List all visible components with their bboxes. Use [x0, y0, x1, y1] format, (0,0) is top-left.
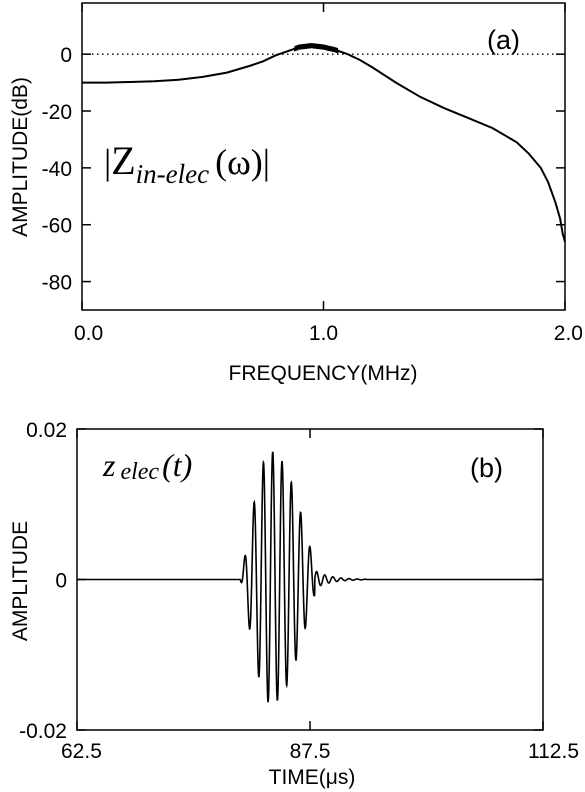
- annotation-main: z: [102, 447, 116, 483]
- y-tick-label: 0: [60, 44, 72, 67]
- y-tick-label: 0: [55, 570, 67, 593]
- pulse-waveform: [77, 451, 543, 703]
- x-tick-label: 0.0: [74, 322, 103, 345]
- x-tick-label: 87.5: [290, 740, 331, 763]
- panel-a: 0-20-40-60-800.0 1.0 2.0 (a) |Zin-elec (ω)|…: [9, 2, 583, 385]
- x-tick-label: 112.5: [528, 740, 579, 763]
- y-tick-label: -40: [42, 158, 72, 181]
- panel-a-ylabel: AMPLITUDE(dB): [9, 77, 32, 237]
- impedance-curve-ripple: [293, 43, 339, 54]
- panel-a-ticks: [81, 3, 566, 310]
- annotation-argument: (ω): [215, 142, 263, 182]
- x-tick-label: 2.0: [554, 322, 583, 345]
- y-tick-label: -80: [42, 272, 72, 295]
- y-tick-label: -0.02: [19, 720, 67, 743]
- y-tick-label: -20: [42, 101, 72, 124]
- panel-b-ylabel: AMPLITUDE: [9, 521, 32, 641]
- x-tick-label: 1.0: [309, 322, 338, 345]
- annotation-subscript: in-elec: [136, 159, 209, 189]
- impedance-annotation: |Zin-elec (ω)|: [104, 138, 270, 189]
- annotation-main: Z: [111, 138, 135, 183]
- x-tick-label: 62.5: [61, 740, 102, 763]
- y-tick-label: 0.02: [26, 419, 67, 442]
- annotation-subscript: elec: [120, 459, 159, 485]
- pulse-annotation: z elec(t): [102, 447, 192, 485]
- annotation-bar-left: |: [104, 142, 111, 182]
- annotation-bar-right: |: [263, 142, 270, 182]
- y-tick-label: -60: [42, 215, 72, 238]
- panel-a-xlabel: FREQUENCY(MHz): [229, 362, 418, 385]
- annotation-argument: (t): [162, 447, 192, 483]
- panel-a-label: (a): [487, 25, 520, 55]
- panel-b-xlabel: TIME(μs): [269, 766, 356, 789]
- impedance-curve: [82, 44, 566, 243]
- panel-b-label: (b): [470, 453, 503, 483]
- panel-a-tick-labels: 0 -20 -40 -60 -80 0.0 1.0 2.0: [42, 44, 583, 345]
